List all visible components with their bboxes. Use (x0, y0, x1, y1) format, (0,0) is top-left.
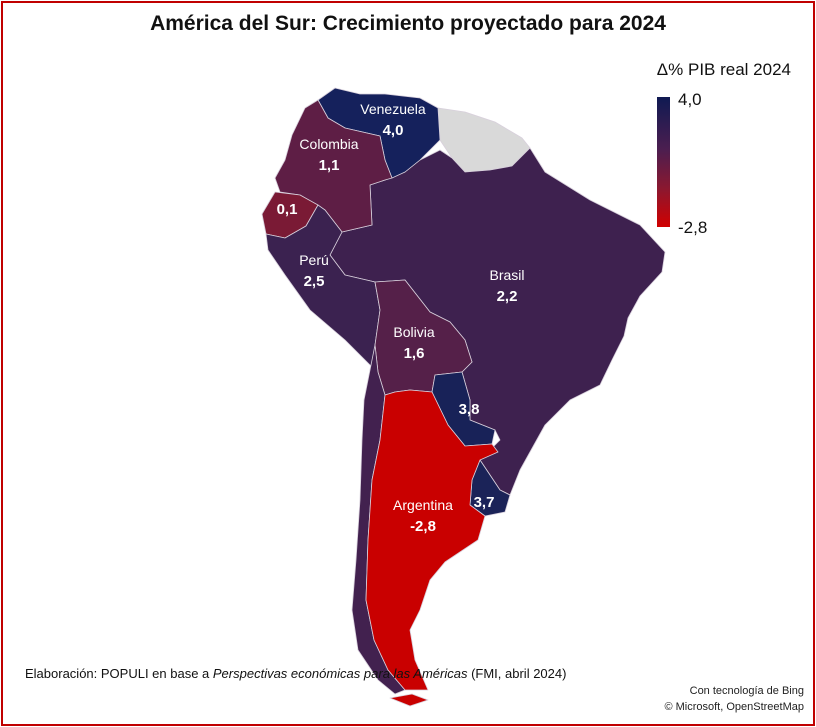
country-colombia (274, 99, 393, 233)
legend-color-scale (657, 97, 670, 227)
country-value-brasil: 2,2 (496, 288, 518, 305)
legend-max-label: 4,0 (678, 90, 702, 109)
source-publication: Perspectivas económicas para las América… (212, 666, 468, 681)
country-value-peru: 2,5 (303, 273, 325, 290)
country-value-ecuador: 0,1 (276, 201, 298, 218)
country-value-uruguay: 3,7 (473, 494, 495, 511)
country-name-argentina: Argentina (393, 497, 453, 513)
country-argentina (365, 389, 499, 691)
label-ecuador: 0,1 (277, 196, 298, 218)
country-value-paraguay: 3,8 (458, 401, 480, 418)
source-note: Elaboración: POPULI en base a Perspectiv… (25, 664, 566, 684)
country-name-venezuela: Venezuela (360, 101, 426, 117)
country-value-bolivia: 1,6 (403, 345, 425, 362)
source-suffix: (FMI, abril 2024) (467, 666, 567, 681)
label-bolivia: Bolivia 1,6 (393, 324, 434, 362)
country-value-argentina: -2,8 (410, 518, 436, 535)
label-venezuela: Venezuela 4,0 (360, 101, 425, 139)
legend-min-label: -2,8 (678, 218, 708, 237)
label-paraguay: 3,8 (459, 396, 480, 418)
label-argentina: Argentina -2,8 (393, 497, 453, 535)
country-name-peru: Perú (299, 252, 329, 268)
attribution-line-2: © Microsoft, OpenStreetMap (664, 701, 804, 713)
country-name-brasil: Brasil (489, 267, 525, 283)
label-peru: Perú 2,5 (299, 252, 329, 290)
label-brasil: Brasil 2,2 (489, 267, 524, 305)
country-value-colombia: 1,1 (318, 157, 340, 174)
label-uruguay: 3,7 (474, 489, 495, 511)
attribution-line-1: Con tecnología de Bing (689, 685, 804, 697)
map-attribution: Con tecnología de Bing © Microsoft, Open… (664, 683, 804, 715)
legend-title: Δ% PIB real 2024 (656, 60, 791, 79)
tierra-del-fuego (389, 693, 429, 707)
country-name-colombia: Colombia (299, 136, 359, 152)
label-colombia: Colombia 1,1 (299, 136, 358, 174)
map-title: América del Sur: Crecimiento proyectado … (150, 12, 666, 35)
country-value-venezuela: 4,0 (382, 122, 404, 139)
source-prefix: Elaboración: POPULI en base a (25, 666, 213, 681)
country-name-bolivia: Bolivia (393, 324, 435, 340)
